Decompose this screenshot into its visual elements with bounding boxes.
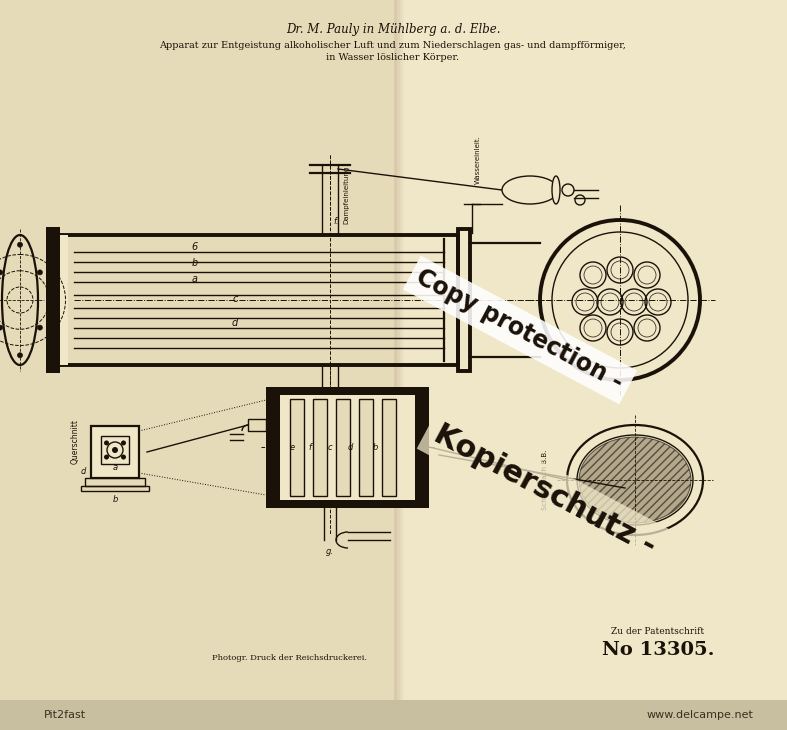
Circle shape (112, 447, 118, 453)
Circle shape (0, 270, 2, 275)
Text: c: c (232, 294, 238, 304)
Text: a: a (113, 464, 117, 472)
Bar (101, 436, 129, 464)
Text: Dampfeinleitung: Dampfeinleitung (343, 166, 349, 224)
Bar (46, 227, 60, 373)
Circle shape (0, 325, 2, 330)
Text: Querschnitt: Querschnitt (71, 420, 79, 464)
Text: d: d (232, 318, 238, 328)
Text: d: d (80, 467, 86, 477)
Text: No 13305.: No 13305. (602, 641, 715, 659)
Text: www.delcampe.net: www.delcampe.net (647, 710, 753, 720)
Bar (458, 229, 470, 371)
Circle shape (121, 440, 126, 445)
Text: Kopierschutz -: Kopierschutz - (429, 419, 661, 561)
Text: 6: 6 (192, 242, 198, 252)
Bar (81, 486, 149, 491)
Text: in Wasser löslicher Körper.: in Wasser löslicher Körper. (327, 53, 460, 63)
Bar (290, 399, 304, 496)
Text: Copy protection -: Copy protection - (412, 265, 627, 395)
Bar (266, 387, 429, 395)
Bar (0, 0, 395, 730)
Ellipse shape (552, 176, 560, 204)
Circle shape (104, 440, 109, 445)
Bar (0, 700, 787, 730)
Bar (85, 478, 145, 486)
Bar (280, 395, 415, 500)
Text: f.: f. (333, 218, 338, 226)
Text: Schnitt nach B.B.: Schnitt nach B.B. (542, 450, 548, 510)
Bar (359, 399, 373, 496)
Bar (395, 0, 787, 730)
Text: f: f (309, 442, 312, 451)
Text: a: a (192, 274, 198, 284)
Text: Wassereinleit.: Wassereinleit. (475, 136, 481, 185)
Bar (248, 419, 266, 431)
Text: b: b (113, 496, 118, 504)
Ellipse shape (502, 176, 558, 204)
Text: Apparat zur Entgeistung alkoholischer Luft und zum Niederschlagen gas- und dampf: Apparat zur Entgeistung alkoholischer Lu… (160, 42, 626, 50)
Bar (382, 399, 396, 496)
Circle shape (104, 455, 109, 460)
Text: d: d (347, 442, 353, 451)
Text: e: e (290, 442, 294, 451)
Bar (266, 395, 280, 500)
Circle shape (37, 270, 42, 275)
Text: c: c (327, 442, 332, 451)
Bar (415, 395, 429, 500)
Text: Pit2fast: Pit2fast (44, 710, 86, 720)
Circle shape (37, 325, 42, 330)
Bar (313, 399, 327, 496)
Text: g.: g. (326, 548, 334, 556)
Bar (266, 500, 429, 508)
Text: b: b (372, 442, 378, 451)
Circle shape (17, 353, 23, 358)
Text: Photogr. Druck der Reichsdruckerei.: Photogr. Druck der Reichsdruckerei. (212, 654, 368, 662)
Text: Zu der Patentschrift: Zu der Patentschrift (611, 628, 704, 637)
Circle shape (121, 455, 126, 460)
Bar (336, 399, 350, 496)
Ellipse shape (579, 437, 691, 523)
Bar (60, 235, 68, 365)
Circle shape (17, 242, 23, 247)
Text: Dr. M. Pauly in Mühlberg a. d. Elbe.: Dr. M. Pauly in Mühlberg a. d. Elbe. (286, 23, 501, 36)
Bar (91, 426, 139, 478)
Text: b: b (192, 258, 198, 268)
